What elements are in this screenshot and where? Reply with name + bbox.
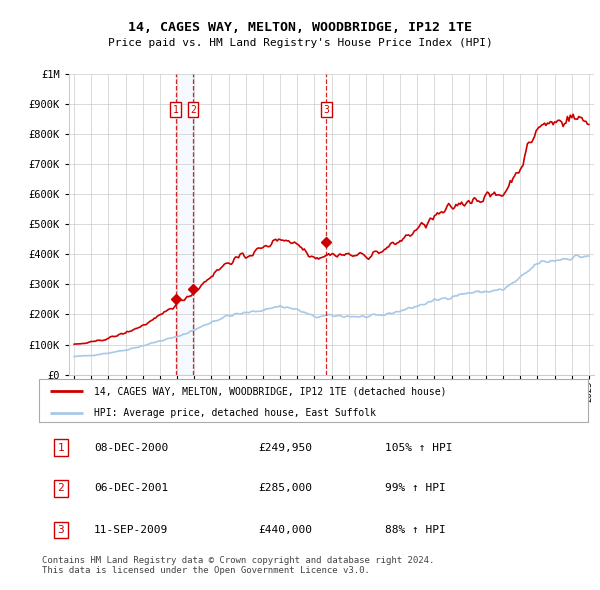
Text: 08-DEC-2000: 08-DEC-2000 (94, 442, 168, 453)
Text: 2: 2 (58, 483, 64, 493)
Text: 3: 3 (323, 105, 329, 115)
Text: £440,000: £440,000 (259, 525, 313, 535)
Text: £249,950: £249,950 (259, 442, 313, 453)
Text: 2: 2 (190, 105, 196, 115)
Text: 1: 1 (173, 105, 179, 115)
Text: 14, CAGES WAY, MELTON, WOODBRIDGE, IP12 1TE (detached house): 14, CAGES WAY, MELTON, WOODBRIDGE, IP12 … (94, 386, 446, 396)
Text: 3: 3 (58, 525, 64, 535)
FancyBboxPatch shape (39, 379, 588, 422)
Text: 99% ↑ HPI: 99% ↑ HPI (385, 483, 446, 493)
Text: HPI: Average price, detached house, East Suffolk: HPI: Average price, detached house, East… (94, 408, 376, 418)
Text: 88% ↑ HPI: 88% ↑ HPI (385, 525, 446, 535)
Text: 14, CAGES WAY, MELTON, WOODBRIDGE, IP12 1TE: 14, CAGES WAY, MELTON, WOODBRIDGE, IP12 … (128, 21, 472, 34)
Text: Price paid vs. HM Land Registry's House Price Index (HPI): Price paid vs. HM Land Registry's House … (107, 38, 493, 48)
Text: £285,000: £285,000 (259, 483, 313, 493)
Bar (176, 74, 193, 375)
Text: 06-DEC-2001: 06-DEC-2001 (94, 483, 168, 493)
Text: 11-SEP-2009: 11-SEP-2009 (94, 525, 168, 535)
Text: 105% ↑ HPI: 105% ↑ HPI (385, 442, 452, 453)
Text: 1: 1 (58, 442, 64, 453)
Text: Contains HM Land Registry data © Crown copyright and database right 2024.
This d: Contains HM Land Registry data © Crown c… (42, 556, 434, 575)
